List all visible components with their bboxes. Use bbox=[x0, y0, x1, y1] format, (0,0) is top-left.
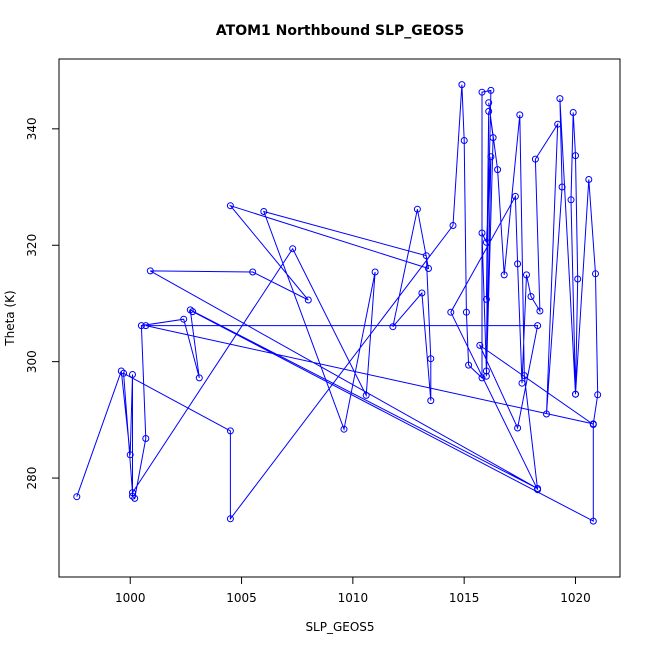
data-point bbox=[531, 155, 539, 163]
data-point bbox=[465, 361, 473, 369]
data-point bbox=[572, 390, 579, 398]
data-point bbox=[422, 252, 430, 260]
series-line bbox=[76, 84, 599, 522]
data-point bbox=[514, 424, 522, 432]
data-point bbox=[574, 275, 582, 283]
x-tick-label: 1010 bbox=[338, 591, 369, 605]
data-point bbox=[523, 271, 530, 279]
data-point bbox=[485, 99, 493, 107]
y-tick-label: 300 bbox=[25, 350, 39, 373]
data-point bbox=[516, 111, 524, 119]
data-point bbox=[371, 268, 379, 276]
data-point bbox=[518, 379, 526, 387]
data-point bbox=[478, 88, 486, 96]
x-tick-label: 1020 bbox=[560, 591, 591, 605]
data-point bbox=[447, 308, 455, 316]
data-point bbox=[460, 137, 468, 144]
data-point bbox=[249, 268, 257, 276]
x-axis-label: SLP_GEOS5 bbox=[305, 620, 374, 634]
data-point bbox=[592, 270, 599, 278]
x-tick-label: 1005 bbox=[226, 591, 257, 605]
data-point bbox=[418, 289, 426, 297]
data-point bbox=[142, 322, 150, 330]
data-point bbox=[449, 222, 457, 229]
data-point bbox=[226, 202, 234, 210]
data-point bbox=[482, 372, 490, 380]
data-point bbox=[137, 322, 145, 330]
data-point bbox=[425, 265, 432, 272]
data-point bbox=[527, 293, 535, 300]
data-point bbox=[340, 425, 348, 433]
data-point bbox=[482, 295, 490, 303]
data-point bbox=[413, 205, 421, 213]
data-point bbox=[487, 86, 495, 94]
series-layer bbox=[73, 81, 602, 525]
data-point bbox=[120, 369, 128, 377]
data-point bbox=[129, 492, 136, 500]
data-point bbox=[389, 323, 397, 331]
y-tick-label: 280 bbox=[25, 467, 39, 490]
data-point bbox=[458, 81, 466, 89]
data-point bbox=[131, 494, 139, 502]
data-point bbox=[485, 107, 493, 115]
data-point bbox=[482, 367, 490, 375]
data-point bbox=[554, 120, 562, 128]
data-point bbox=[514, 260, 522, 268]
data-point bbox=[567, 196, 575, 204]
data-point bbox=[117, 367, 125, 375]
y-tick-label: 320 bbox=[25, 234, 39, 257]
data-point bbox=[589, 517, 597, 525]
x-axis: 1000 1005 1010 1015 1020 bbox=[115, 576, 591, 605]
data-point bbox=[226, 427, 234, 435]
data-point bbox=[476, 341, 484, 349]
data-point bbox=[189, 308, 197, 316]
data-point bbox=[536, 307, 544, 315]
data-point bbox=[362, 391, 370, 399]
y-axis: 280 300 320 340 bbox=[25, 117, 60, 490]
data-point bbox=[478, 374, 486, 382]
data-point bbox=[589, 421, 597, 428]
data-point bbox=[427, 397, 435, 405]
data-point bbox=[304, 296, 312, 304]
data-point bbox=[569, 109, 577, 116]
y-axis-label: Theta (K) bbox=[3, 290, 17, 346]
data-point bbox=[500, 271, 508, 279]
data-point bbox=[142, 435, 150, 442]
chart-title: ATOM1 Northbound SLP_GEOS5 bbox=[216, 23, 464, 39]
data-point bbox=[494, 166, 502, 174]
data-point bbox=[462, 308, 470, 316]
data-point bbox=[289, 245, 297, 253]
data-point bbox=[585, 176, 593, 183]
data-point bbox=[556, 95, 564, 103]
data-point bbox=[487, 153, 495, 161]
data-point bbox=[146, 267, 154, 275]
data-point bbox=[260, 208, 268, 215]
data-point bbox=[126, 451, 134, 459]
data-point bbox=[180, 315, 188, 323]
data-point bbox=[594, 391, 602, 399]
x-tick-label: 1015 bbox=[449, 591, 480, 605]
data-point bbox=[489, 134, 497, 142]
data-point bbox=[534, 322, 542, 330]
data-point bbox=[511, 192, 519, 200]
x-tick-label: 1000 bbox=[115, 591, 146, 605]
y-tick-label: 340 bbox=[25, 117, 39, 140]
data-point bbox=[558, 183, 566, 191]
data-point bbox=[482, 238, 490, 246]
data-point bbox=[534, 486, 542, 494]
data-point bbox=[195, 374, 203, 382]
data-point bbox=[520, 372, 528, 380]
data-point bbox=[572, 152, 579, 160]
data-point bbox=[478, 229, 486, 237]
data-point bbox=[543, 410, 550, 418]
data-point bbox=[427, 355, 435, 363]
data-point bbox=[129, 371, 136, 378]
data-point bbox=[73, 493, 81, 501]
data-point bbox=[226, 515, 234, 523]
plot-frame bbox=[58, 58, 621, 578]
data-point bbox=[129, 489, 136, 497]
